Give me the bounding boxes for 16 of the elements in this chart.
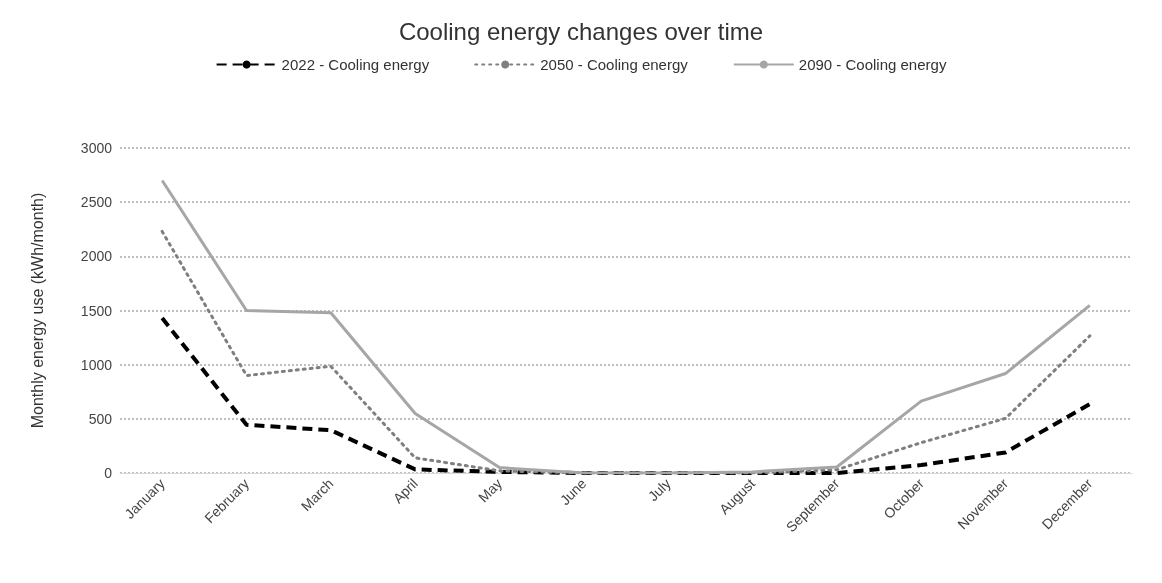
- y-tick-label: 0: [104, 465, 113, 481]
- y-tick-label: 2500: [80, 194, 113, 211]
- x-tick-label: May: [475, 475, 506, 506]
- y-axis-title: Monthly energy use (kWh/month): [28, 192, 46, 429]
- legend-label: 2090 - Cooling energy: [798, 56, 947, 73]
- y-tick-label: 500: [88, 410, 113, 427]
- line-series: [160, 179, 1092, 475]
- y-tick-label: 1500: [80, 302, 113, 319]
- y-tick-label: 2000: [80, 248, 113, 265]
- legend-label: 2050 - Cooling energy: [540, 56, 689, 73]
- legend-label: 2022 - Cooling energy: [281, 56, 430, 73]
- y-tick-label: 3000: [80, 140, 113, 156]
- x-tick-label: July: [644, 475, 674, 505]
- y-tick-label: 1000: [80, 356, 113, 373]
- line-series: [160, 316, 1092, 475]
- chart-title: Cooling energy changes over time: [398, 17, 764, 45]
